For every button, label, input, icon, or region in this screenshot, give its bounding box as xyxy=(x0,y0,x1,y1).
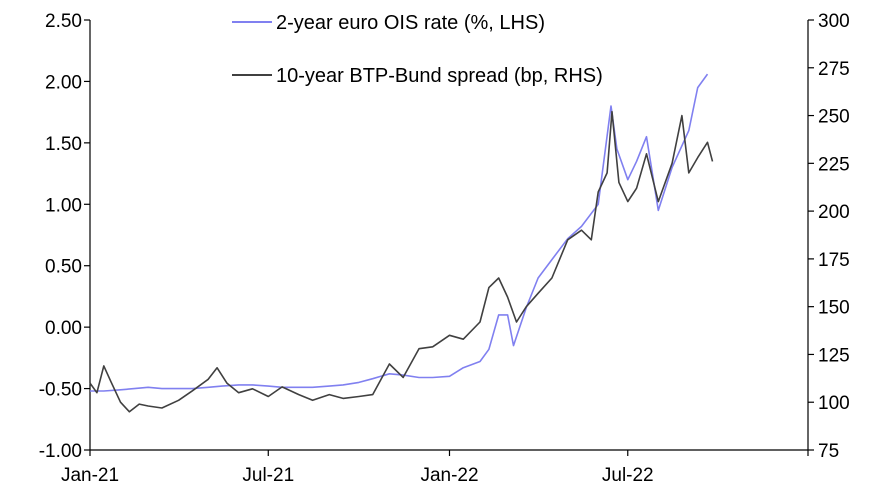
series-line-spread xyxy=(89,110,714,413)
x-tick-label: Jul-22 xyxy=(602,465,654,486)
right-tick-label: 175 xyxy=(818,250,850,271)
right-tick-label: 125 xyxy=(818,345,850,366)
left-tick-label: -1.00 xyxy=(39,441,82,462)
right-tick-label: 150 xyxy=(818,298,850,319)
series-layer xyxy=(89,73,714,413)
right-tick-label: 275 xyxy=(818,59,850,80)
left-tick-label: 1.00 xyxy=(45,195,82,216)
x-tick-label: Jan-22 xyxy=(420,465,478,486)
right-axis-ticks: 75 100 125 150 175 200 225 250 275 300 xyxy=(808,11,850,462)
left-tick-label: 2.50 xyxy=(45,11,82,32)
left-tick-label: 2.00 xyxy=(45,72,82,93)
legend-label-spread: 10-year BTP-Bund spread (bp, RHS) xyxy=(276,65,603,87)
left-tick-label: 1.50 xyxy=(45,134,82,155)
left-tick-label: 0.00 xyxy=(45,318,82,339)
right-tick-label: 225 xyxy=(818,154,850,175)
x-tick-label: Jul-21 xyxy=(242,465,294,486)
right-tick-label: 200 xyxy=(818,202,850,223)
legend: 2-year euro OIS rate (%, LHS) 10-year BT… xyxy=(232,12,603,87)
right-tick-label: 300 xyxy=(818,11,850,32)
right-tick-label: 75 xyxy=(818,441,839,462)
left-tick-label: -0.50 xyxy=(39,380,82,401)
legend-label-ois: 2-year euro OIS rate (%, LHS) xyxy=(276,12,545,34)
right-tick-label: 250 xyxy=(818,107,850,128)
x-axis-ticks: Jan-21 Jul-21 Jan-22 Jul-22 xyxy=(61,450,809,486)
left-tick-label: 0.50 xyxy=(45,257,82,278)
right-tick-label: 100 xyxy=(818,393,850,414)
x-tick-label: Jan-21 xyxy=(61,465,119,486)
series-line-ois xyxy=(90,73,709,392)
left-axis-ticks: -1.00 -0.50 0.00 0.50 1.00 1.50 2.00 2.50 xyxy=(39,11,90,462)
